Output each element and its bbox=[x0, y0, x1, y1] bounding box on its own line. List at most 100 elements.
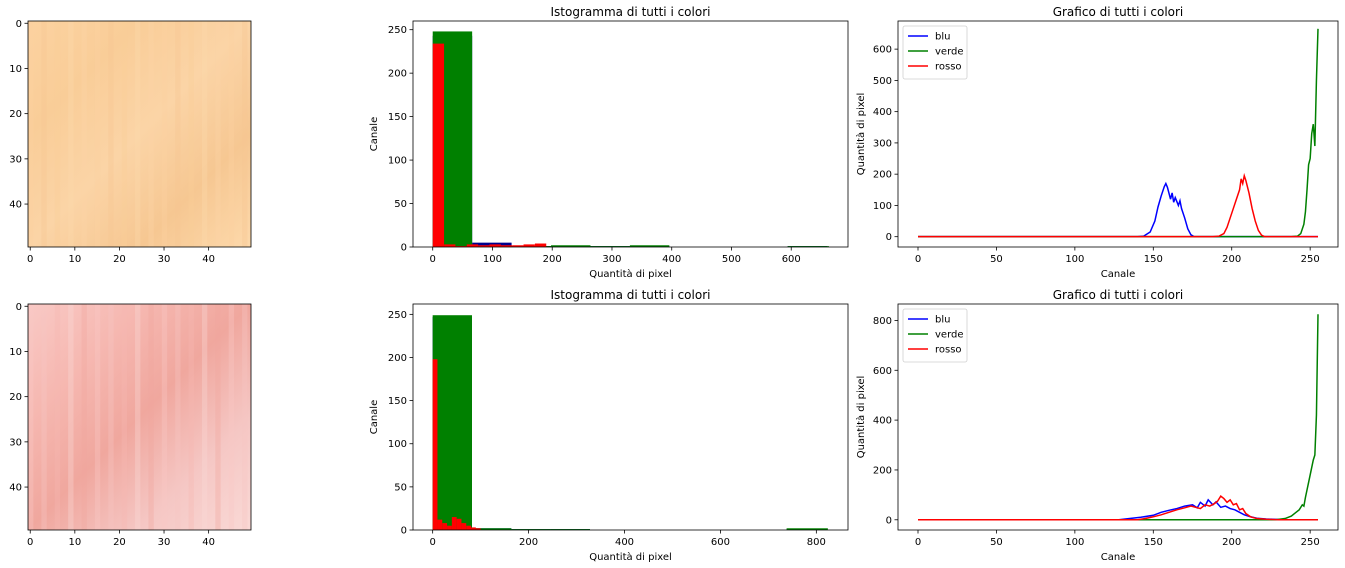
chart-5: 0 200 400 600 800 0 50 100 150 200 250 Istogramma d… bbox=[369, 288, 849, 563]
bar bbox=[471, 527, 476, 530]
y-axis-label: Quantità di pixel bbox=[855, 93, 867, 176]
series-line-blu bbox=[918, 498, 1318, 521]
y-tick-label: 300 bbox=[873, 138, 892, 149]
image-streak bbox=[201, 304, 208, 530]
x-tick-label: 500 bbox=[722, 254, 741, 265]
y-tick-label: 200 bbox=[388, 353, 407, 364]
image-streak bbox=[228, 304, 235, 530]
x-tick-label: 150 bbox=[1144, 537, 1163, 548]
x-tick-label: 0 bbox=[27, 254, 33, 265]
image-streak bbox=[188, 304, 194, 530]
image-streak bbox=[161, 304, 168, 530]
bar bbox=[475, 528, 481, 530]
chart-3: 0 50 100 150 200 250 0 100 200 300 400 500 600 Grafic… bbox=[855, 5, 1339, 280]
bar bbox=[590, 246, 630, 247]
image-streak bbox=[28, 21, 34, 247]
bar bbox=[444, 244, 456, 247]
x-tick-label: 30 bbox=[158, 254, 171, 265]
chart-title: Istogramma di tutti i colori bbox=[551, 288, 711, 302]
bar bbox=[471, 528, 512, 530]
x-tick-label: 600 bbox=[711, 537, 730, 548]
y-axis-label: Canale bbox=[369, 117, 380, 152]
x-tick-label: 200 bbox=[543, 254, 562, 265]
y-tick-label: 0 bbox=[401, 243, 407, 254]
bar bbox=[461, 523, 467, 530]
bar-series-rosso bbox=[432, 359, 481, 530]
plot-area bbox=[28, 304, 251, 530]
y-tick-label: 20 bbox=[9, 392, 22, 403]
x-axis-label: Canale bbox=[1101, 269, 1136, 280]
x-tick-label: 100 bbox=[483, 254, 502, 265]
image-streak bbox=[175, 21, 181, 247]
series-line-verde bbox=[918, 28, 1319, 238]
x-tick-label: 20 bbox=[113, 537, 126, 548]
x-axis-label: Canale bbox=[1101, 552, 1136, 563]
y-tick-label: 0 bbox=[16, 19, 22, 30]
image-streak bbox=[242, 304, 248, 530]
axes-frame bbox=[27, 303, 252, 531]
x-tick-label: 200 bbox=[519, 537, 538, 548]
y-tick-label: 500 bbox=[873, 76, 892, 87]
y-tick-label: 10 bbox=[9, 64, 22, 75]
bar bbox=[455, 246, 467, 247]
legend-entry: blu bbox=[935, 32, 950, 43]
image-streak bbox=[175, 304, 181, 530]
x-tick-label: 30 bbox=[158, 537, 171, 548]
y-tick-label: 600 bbox=[873, 366, 892, 377]
image-streak bbox=[121, 21, 128, 247]
axes-frame bbox=[897, 20, 1339, 248]
series-line-rosso bbox=[918, 172, 1318, 238]
image-streak bbox=[41, 21, 47, 247]
image-streak bbox=[201, 21, 208, 247]
y-tick-label: 0 bbox=[886, 232, 892, 243]
bar bbox=[786, 528, 828, 530]
image-streak bbox=[242, 21, 248, 247]
y-tick-label: 20 bbox=[9, 109, 22, 120]
image-streak bbox=[215, 21, 221, 247]
image-streak bbox=[108, 304, 114, 530]
image-streak bbox=[135, 21, 141, 247]
x-tick-label: 300 bbox=[602, 254, 621, 265]
bar bbox=[550, 529, 590, 530]
bar bbox=[512, 245, 524, 247]
chart-4: 0 10 20 30 40 0 10 20 30 40 bbox=[9, 302, 252, 548]
bar-series-blu bbox=[432, 316, 826, 530]
y-tick-label: 200 bbox=[388, 69, 407, 80]
plot-area bbox=[918, 28, 1319, 238]
y-axis-label: Quantità di pixel bbox=[855, 376, 867, 459]
legend-entry: rosso bbox=[935, 345, 962, 356]
series-line-blu bbox=[918, 181, 1318, 238]
x-tick-label: 0 bbox=[429, 537, 435, 548]
image-streak bbox=[148, 21, 154, 247]
x-tick-label: 800 bbox=[807, 537, 826, 548]
legend-entry: verde bbox=[935, 330, 964, 341]
bar bbox=[489, 244, 501, 247]
bar bbox=[437, 519, 443, 530]
bar bbox=[551, 245, 591, 247]
x-tick-label: 0 bbox=[915, 537, 921, 548]
y-tick-label: 200 bbox=[873, 170, 892, 181]
axes-frame bbox=[897, 303, 1339, 531]
image-streak bbox=[54, 304, 61, 530]
bar bbox=[478, 245, 490, 247]
x-axis-label: Quantità di pixel bbox=[589, 268, 672, 280]
bar-series-blu bbox=[432, 35, 828, 247]
bar bbox=[432, 359, 438, 530]
x-tick-label: 0 bbox=[915, 254, 921, 265]
image-streak bbox=[81, 21, 87, 247]
axes-frame bbox=[27, 20, 252, 248]
image-streak bbox=[54, 21, 61, 247]
y-tick-label: 100 bbox=[873, 201, 892, 212]
axes-frame bbox=[412, 20, 849, 248]
x-tick-label: 50 bbox=[990, 537, 1003, 548]
chart-2: 0 100 200 300 400 500 600 0 50 100 150 200 250 Istogr… bbox=[369, 5, 849, 280]
image-texture bbox=[28, 21, 251, 247]
x-tick-label: 10 bbox=[68, 537, 81, 548]
y-tick-label: 50 bbox=[394, 482, 407, 493]
x-tick-label: 100 bbox=[1065, 537, 1084, 548]
chart-1: 0 10 20 30 40 0 10 20 30 40 bbox=[9, 19, 252, 265]
chart-title: Grafico di tutti i colori bbox=[1053, 5, 1184, 19]
image-streak bbox=[148, 304, 154, 530]
y-tick-label: 40 bbox=[9, 200, 22, 211]
